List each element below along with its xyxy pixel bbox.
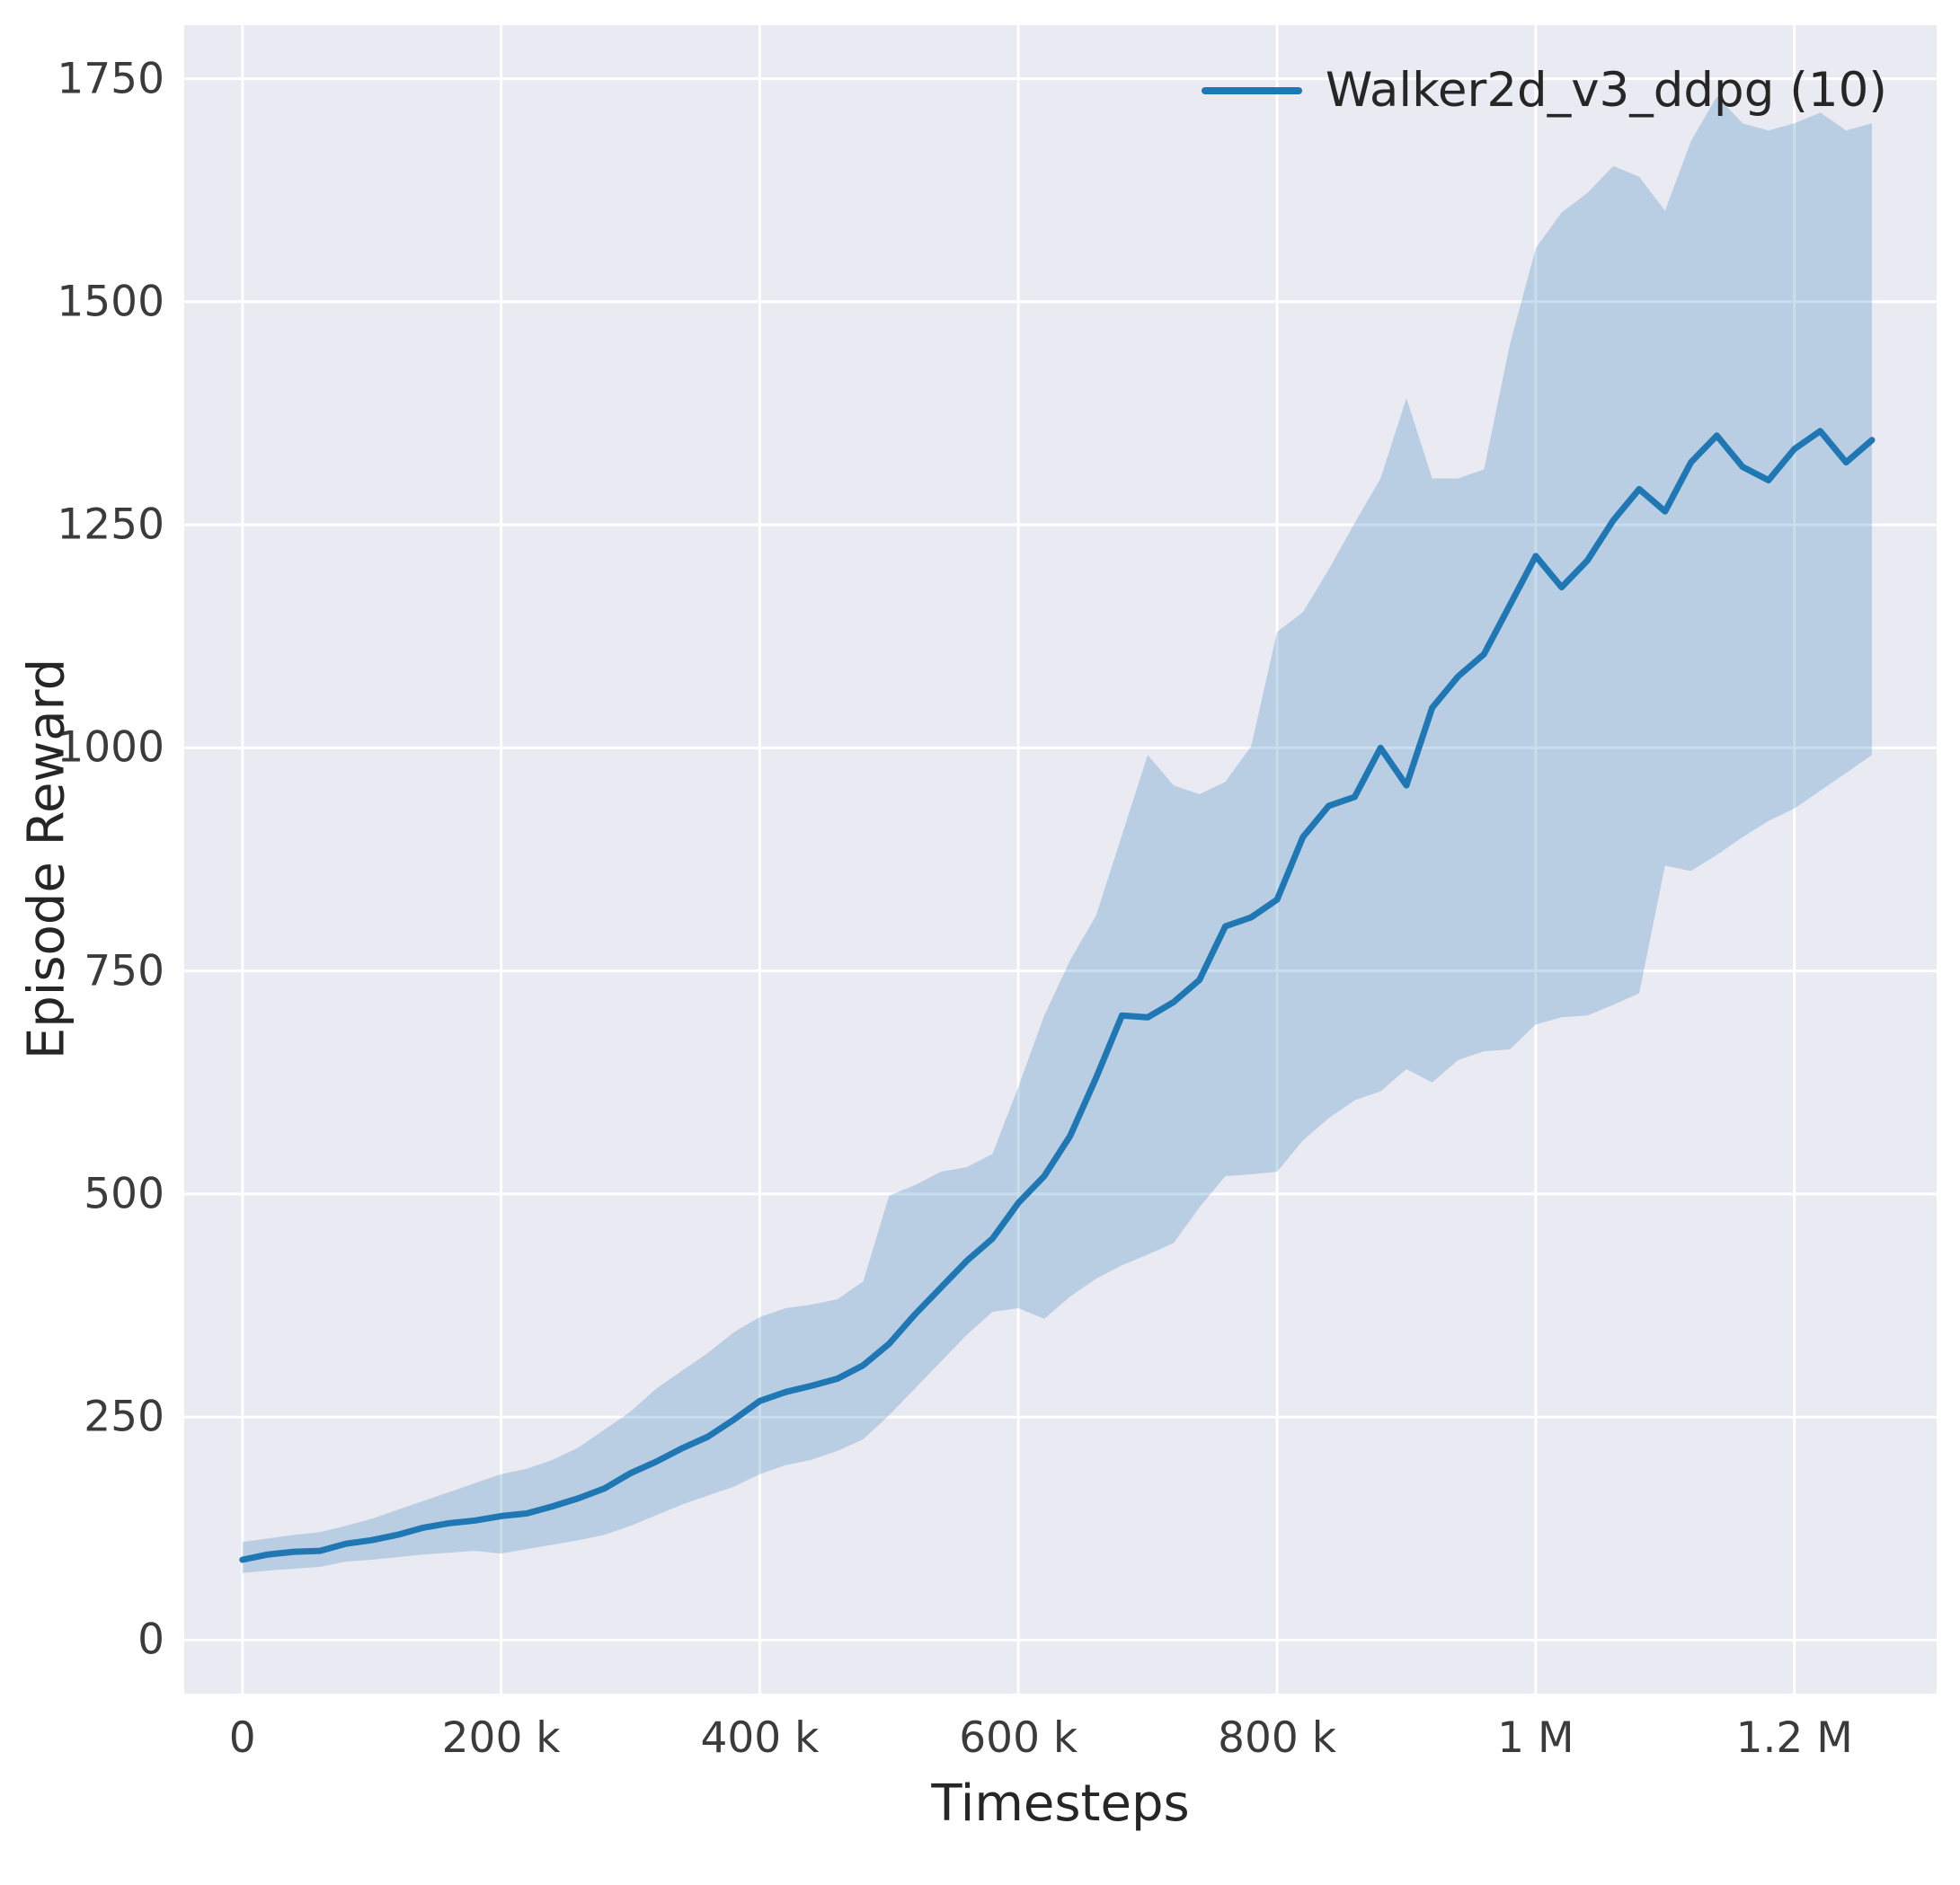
y-tick-label: 0 xyxy=(137,1615,164,1665)
x-tick-label: 600 k xyxy=(959,1713,1078,1763)
plot-canvas xyxy=(184,25,1937,1694)
x-axis-label: Timesteps xyxy=(931,1774,1190,1833)
x-tick-label: 400 k xyxy=(700,1713,820,1763)
x-tick-label: 1.2 M xyxy=(1735,1713,1853,1763)
y-tick-label: 250 xyxy=(84,1392,164,1442)
legend: Walker2d_v3_ddpg (10) xyxy=(1201,63,1887,118)
y-tick-label: 500 xyxy=(84,1169,164,1219)
plot-area: Walker2d_v3_ddpg (10) xyxy=(184,25,1937,1694)
mean-line xyxy=(239,428,1876,1563)
y-tick-label: 1750 xyxy=(57,54,164,104)
x-tick-label: 200 k xyxy=(441,1713,561,1763)
x-tick-label: 800 k xyxy=(1218,1713,1336,1763)
y-tick-label: 1000 xyxy=(57,722,164,773)
y-axis-label: Episode Reward xyxy=(17,658,76,1060)
y-tick-label: 1500 xyxy=(57,277,164,327)
legend-line-sample xyxy=(1201,86,1302,94)
y-tick-label: 1250 xyxy=(57,500,164,550)
x-tick-label: 0 xyxy=(228,1713,256,1763)
confidence-band xyxy=(242,96,1872,1573)
y-tick-label: 750 xyxy=(84,946,164,996)
x-tick-label: 1 M xyxy=(1497,1713,1574,1763)
legend-label: Walker2d_v3_ddpg (10) xyxy=(1325,63,1887,118)
